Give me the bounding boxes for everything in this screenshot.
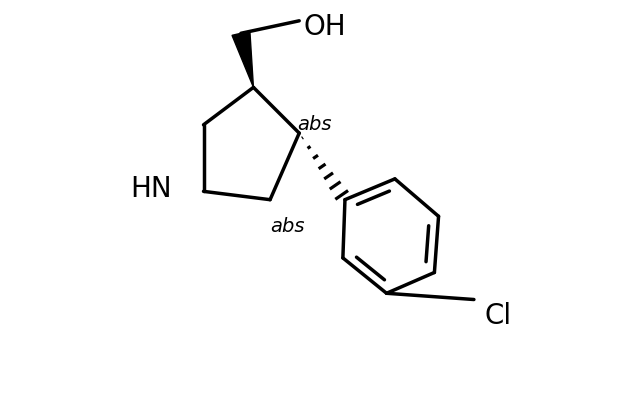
Text: HN: HN [131,175,172,203]
Text: Cl: Cl [484,302,511,330]
Text: abs: abs [297,115,332,134]
Text: abs: abs [270,217,305,236]
Polygon shape [232,31,253,87]
Text: OH: OH [303,13,346,41]
